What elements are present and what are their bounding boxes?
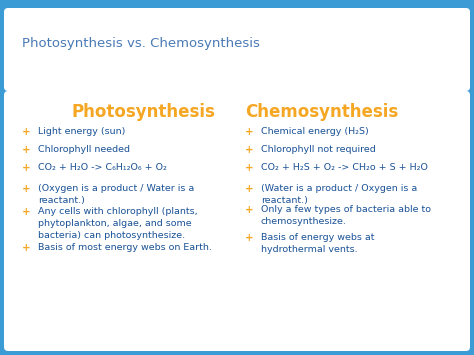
Text: Chlorophyll needed: Chlorophyll needed [38,145,130,154]
Text: Chemical energy (H₂S): Chemical energy (H₂S) [261,127,369,136]
Text: +: + [22,145,31,155]
Text: CO₂ + H₂S + O₂ -> CH₂o + S + H₂O: CO₂ + H₂S + O₂ -> CH₂o + S + H₂O [261,163,428,172]
Text: (Oxygen is a product / Water is a
reactant.): (Oxygen is a product / Water is a reacta… [38,184,194,205]
Text: +: + [22,243,31,253]
Text: Photosynthesis: Photosynthesis [71,103,215,121]
Text: +: + [245,205,254,215]
Text: +: + [245,163,254,173]
Text: +: + [245,233,254,243]
Text: CO₂ + H₂O -> C₆H₁₂O₆ + O₂: CO₂ + H₂O -> C₆H₁₂O₆ + O₂ [38,163,167,172]
Text: +: + [22,207,31,217]
Text: +: + [245,127,254,137]
Text: Any cells with chlorophyll (plants,
phytoplankton, algae, and some
bacteria) can: Any cells with chlorophyll (plants, phyt… [38,207,198,240]
Text: Only a few types of bacteria able to
chemosynthesize.: Only a few types of bacteria able to che… [261,205,431,226]
Text: +: + [22,184,31,194]
Text: +: + [245,184,254,194]
Text: Chemosynthesis: Chemosynthesis [245,103,398,121]
FancyBboxPatch shape [4,91,470,351]
Text: +: + [245,145,254,155]
Text: +: + [22,163,31,173]
Text: Photosynthesis vs. Chemosynthesis: Photosynthesis vs. Chemosynthesis [22,37,260,50]
Text: Light energy (sun): Light energy (sun) [38,127,126,136]
Text: (Water is a product / Oxygen is a
reactant.): (Water is a product / Oxygen is a reacta… [261,184,417,205]
Text: Chlorophyll not required: Chlorophyll not required [261,145,376,154]
FancyBboxPatch shape [4,8,470,91]
Text: Basis of energy webs at
hydrothermal vents.: Basis of energy webs at hydrothermal ven… [261,233,374,254]
Text: +: + [22,127,31,137]
Text: Basis of most energy webs on Earth.: Basis of most energy webs on Earth. [38,243,212,252]
